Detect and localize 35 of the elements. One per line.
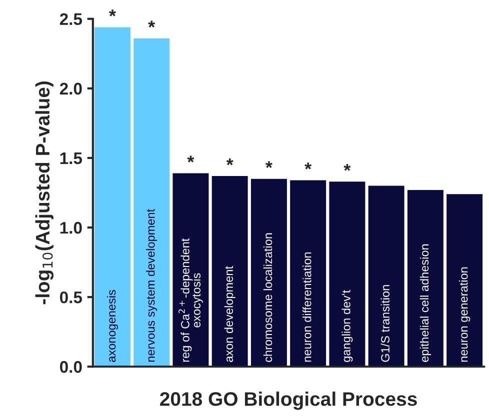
y-tick-label: 1.0 <box>60 222 82 234</box>
y-tick-label: 0.0 <box>60 361 82 373</box>
y-tick-label: 0.5 <box>60 291 82 304</box>
x-tick-label: chromosome localization <box>263 233 272 362</box>
data-label: * <box>265 161 272 168</box>
bar <box>172 173 209 367</box>
x-tick-label: neuron generation <box>459 267 470 362</box>
data-label: * <box>304 162 312 170</box>
y-tick-label: 1.5 <box>60 152 82 164</box>
x-tick-label: reg of Ca$^{2+}$-dependent exocytosis <box>178 238 203 362</box>
x-tick-label: G1/S transition <box>380 285 390 362</box>
x-tick-label: epithelial cell adhesion <box>420 244 431 362</box>
data-label: * <box>109 10 116 16</box>
bar <box>329 182 366 367</box>
bar <box>446 194 483 367</box>
x-tick-label: nervous system development <box>146 208 158 362</box>
bar <box>250 178 287 367</box>
data-label: * <box>226 158 234 166</box>
data-label: * <box>187 156 194 162</box>
x-tick-label: ganglion dev't <box>342 290 353 362</box>
x-tick-label: axon development <box>224 266 236 362</box>
bar <box>134 38 170 367</box>
bar <box>368 186 404 367</box>
bar <box>407 190 444 367</box>
data-label: * <box>148 20 156 28</box>
y-tick-label: 2.5 <box>60 13 82 26</box>
x-axis-title: 2018 GO Biological Process <box>160 392 417 410</box>
y-axis-title: -log$_{10}$(Adjusted P-value) <box>35 82 54 304</box>
bar <box>94 27 130 367</box>
bar <box>212 176 248 367</box>
x-tick-label: axonogenesis <box>106 290 118 362</box>
x-tick-label: neuron differentiation <box>302 252 312 362</box>
bar <box>290 180 326 367</box>
data-label: * <box>344 164 351 171</box>
y-tick-label: 2.0 <box>60 82 82 95</box>
